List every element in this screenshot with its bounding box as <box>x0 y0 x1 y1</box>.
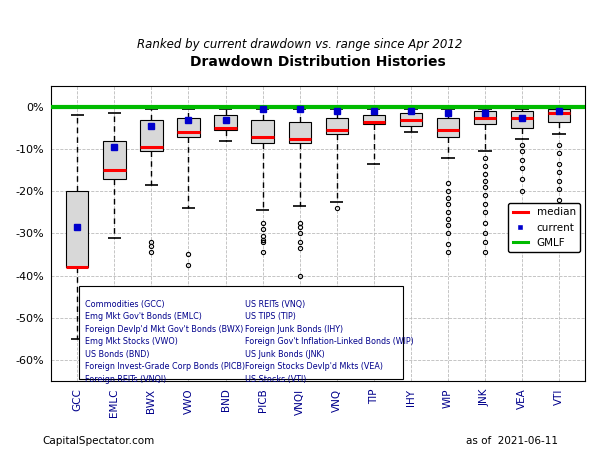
Bar <box>103 141 125 179</box>
Text: Commodities (GCC)
Emg Mkt Gov't Bonds (EMLC)
Foreign Devlp'd Mkt Gov't Bonds (BW: Commodities (GCC) Emg Mkt Gov't Bonds (E… <box>85 300 245 384</box>
Bar <box>79 286 403 379</box>
Bar <box>362 116 385 124</box>
Text: CapitalSpectator.com: CapitalSpectator.com <box>42 436 154 446</box>
Text: Ranked by current drawdown vs. range since Apr 2012: Ranked by current drawdown vs. range sin… <box>137 38 463 51</box>
Bar <box>511 111 533 128</box>
Bar <box>251 120 274 143</box>
Bar <box>140 120 163 151</box>
Bar <box>400 113 422 126</box>
Text: US REITs (VNQ)
US TIPS (TIP)
Foreign Junk Bonds (IHY)
Foreign Gov't Inflation-Li: US REITs (VNQ) US TIPS (TIP) Foreign Jun… <box>245 300 414 384</box>
Bar <box>178 117 200 136</box>
Text: as of  2021-06-11: as of 2021-06-11 <box>466 436 558 446</box>
Bar <box>66 191 88 267</box>
Legend: median, current, GMLF: median, current, GMLF <box>508 203 580 252</box>
Bar <box>326 117 348 135</box>
Title: Drawdown Distribution Histories: Drawdown Distribution Histories <box>190 55 446 69</box>
Bar <box>548 109 570 122</box>
Bar <box>214 116 236 130</box>
Bar <box>289 122 311 143</box>
Bar <box>437 117 459 136</box>
Bar <box>474 111 496 124</box>
